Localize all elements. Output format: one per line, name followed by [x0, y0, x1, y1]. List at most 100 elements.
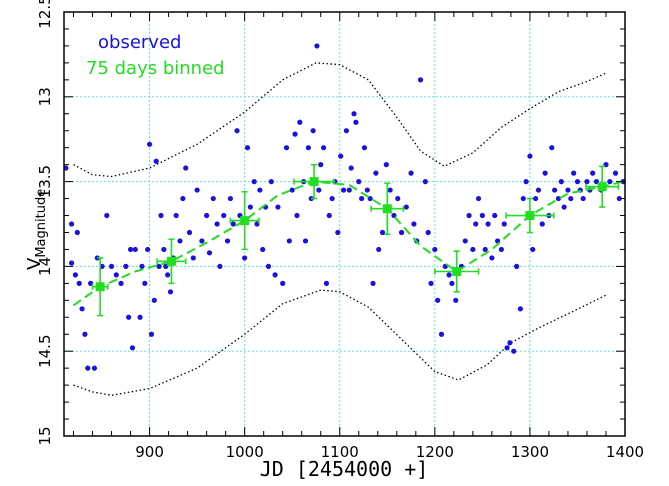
observed-point [473, 221, 479, 227]
observed-point [571, 170, 577, 176]
observed-point [470, 246, 476, 253]
binned-fit-line [72, 180, 624, 307]
observed-point [165, 272, 171, 278]
observed-point [584, 179, 590, 185]
observed-point [326, 212, 332, 219]
observed-point [251, 179, 257, 185]
observed-point [289, 187, 295, 193]
observed-point [260, 246, 266, 253]
y-tick-label: 12.5 [36, 0, 54, 29]
observed-point [186, 229, 193, 236]
tick-labels: 900 1000 1100 1200 1300 1400 12.5 13 13.5 14 14.5 1… [36, 0, 644, 461]
observed-point [475, 195, 482, 202]
observed-point [590, 170, 596, 176]
observed-point [482, 246, 488, 253]
observed-point [129, 345, 136, 351]
observed-point [580, 195, 586, 202]
y-tick-label: 15 [36, 426, 54, 445]
observed-point [146, 141, 153, 147]
observed-point [367, 195, 373, 202]
observed-point [435, 297, 441, 303]
observed-point [335, 229, 341, 236]
observed-point [364, 187, 370, 193]
observed-point [297, 119, 303, 125]
observed-point [153, 158, 159, 164]
observed-point [167, 289, 174, 295]
observed-point [323, 280, 330, 286]
observed-point [82, 331, 88, 337]
observed-point [387, 187, 393, 193]
observed-point [574, 179, 581, 185]
observed-point [408, 170, 414, 176]
observed-point [126, 314, 132, 320]
observed-point [535, 187, 542, 193]
observed-point [340, 187, 347, 193]
observed-point [466, 212, 472, 219]
observed-point [533, 195, 539, 202]
observed-point [180, 195, 186, 202]
observed-point [292, 131, 298, 137]
observed-point [489, 255, 495, 261]
observed-point [158, 212, 164, 219]
binned-point [382, 204, 392, 214]
observed-point [302, 238, 309, 244]
x-tick-label: 1000 [226, 443, 264, 461]
observed-point [561, 204, 567, 210]
observed-point [395, 195, 401, 202]
observed-point [398, 229, 405, 236]
observed-point [190, 255, 196, 261]
observed-point [123, 263, 129, 269]
observed-point [565, 187, 571, 193]
observed-point [527, 153, 533, 159]
observed-point [316, 187, 322, 193]
observed-point [428, 280, 434, 286]
x-tick-label: 1200 [416, 443, 454, 461]
observed-point [612, 170, 619, 176]
observed-point [69, 221, 75, 227]
observed-point [234, 128, 240, 134]
observed-point [76, 280, 82, 286]
observed-point [348, 165, 354, 171]
y-axis-label-main: V [24, 257, 45, 270]
observed-point [108, 263, 115, 269]
observed-point [177, 238, 183, 244]
observed-point [353, 119, 359, 125]
observed-point [539, 221, 545, 227]
observed-point [310, 128, 316, 134]
envelope-lines [73, 62, 607, 396]
observed-point [104, 212, 110, 219]
observed-point [224, 238, 231, 244]
observed-point [217, 263, 223, 269]
binned-point [597, 182, 607, 192]
observed-point [373, 170, 379, 176]
observed-point [552, 187, 558, 193]
observed-point [616, 195, 622, 202]
observed-point [498, 246, 504, 253]
observed-point [161, 246, 167, 253]
binned-point [166, 256, 176, 266]
legend-binned: 75 days binned [86, 58, 225, 79]
observed-point [361, 145, 368, 151]
observed-point [417, 77, 424, 83]
observed-point [411, 221, 417, 227]
observed-point [338, 153, 344, 159]
binned-point [240, 216, 250, 226]
observed-point [542, 170, 548, 176]
observed-point [492, 212, 498, 219]
y-axis-label: VMagnitude [24, 189, 49, 270]
observed-point [318, 162, 324, 168]
observed-point [320, 145, 327, 151]
binned-series [72, 163, 624, 317]
observed-point [479, 212, 485, 219]
observed-point [230, 221, 236, 227]
observed-point [520, 195, 526, 202]
observed-point [272, 272, 278, 278]
observed-point [446, 272, 452, 278]
observed-point [425, 229, 431, 236]
y-tick-label: 13 [36, 87, 54, 106]
observed-point [79, 306, 85, 312]
observed-point [72, 272, 79, 278]
observed-point [517, 306, 524, 312]
